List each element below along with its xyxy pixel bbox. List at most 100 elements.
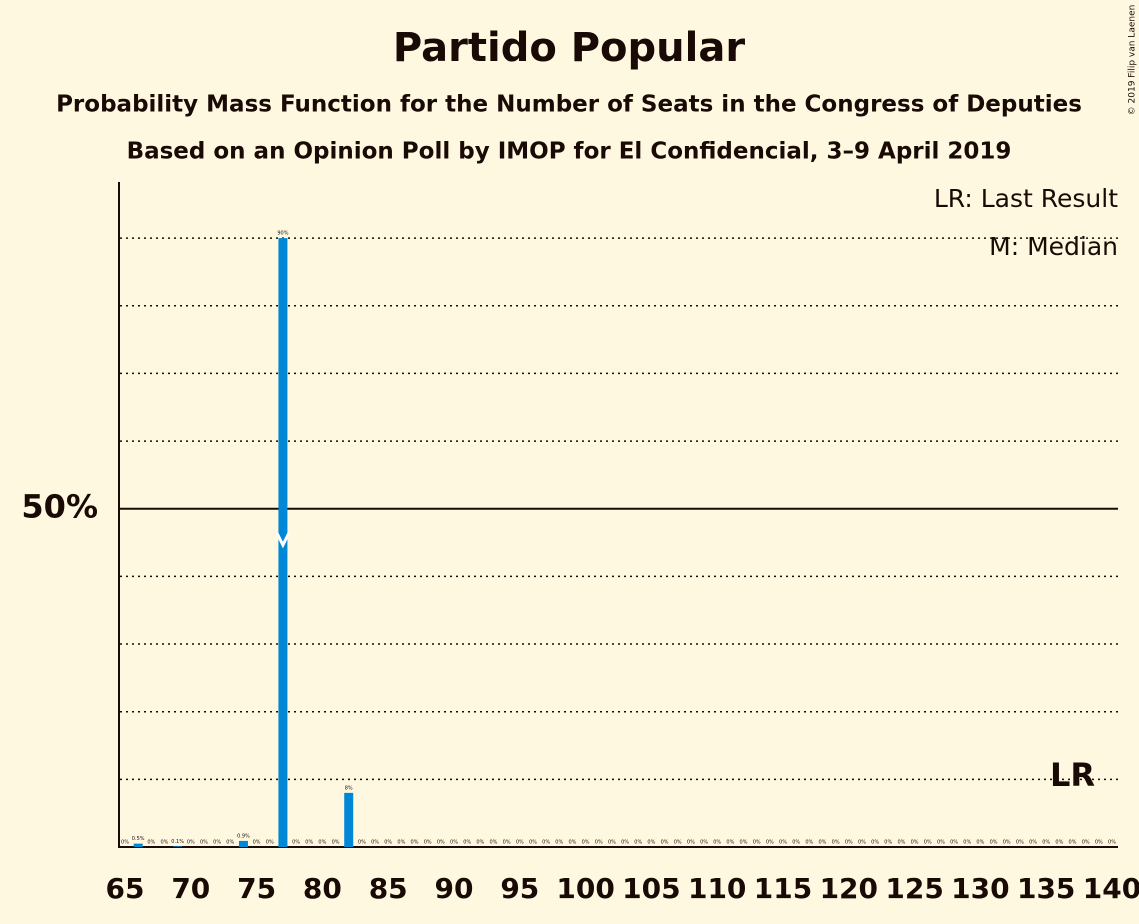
value-label: 0% — [187, 840, 195, 846]
bar — [133, 843, 143, 847]
x-tick-label: 125 — [885, 872, 943, 905]
value-label: 0% — [766, 840, 774, 846]
value-label: 0% — [503, 840, 511, 846]
value-label: 0% — [516, 840, 524, 846]
value-label: 0% — [1082, 840, 1090, 846]
value-label: 0.1% — [171, 839, 184, 845]
value-label: 0% — [437, 840, 445, 846]
value-label: 0% — [700, 840, 708, 846]
chart-title: Partido Popular — [393, 25, 745, 71]
value-label: 0% — [582, 840, 590, 846]
value-label: 0% — [397, 840, 405, 846]
value-label: 0% — [121, 840, 129, 846]
value-label: 0% — [463, 840, 471, 846]
value-label: 0.5% — [132, 836, 145, 842]
value-label: 0% — [674, 840, 682, 846]
x-tick-label: 110 — [688, 872, 746, 905]
value-label: 0% — [411, 840, 419, 846]
value-label: 0% — [832, 840, 840, 846]
value-label: 0% — [819, 840, 827, 846]
value-label: 0% — [358, 840, 366, 846]
value-label: 0% — [384, 840, 392, 846]
value-label: 0% — [713, 840, 721, 846]
value-label: 0% — [371, 840, 379, 846]
x-tick-label: 140 — [1083, 872, 1139, 905]
value-label: 90% — [277, 231, 288, 237]
value-label: 0% — [845, 840, 853, 846]
value-label: 0% — [424, 840, 432, 846]
value-label: 0% — [1108, 840, 1116, 846]
value-label: 0% — [292, 840, 300, 846]
value-label: 0% — [161, 840, 169, 846]
value-label: 0% — [950, 840, 958, 846]
value-label: 8% — [345, 785, 353, 791]
value-label: 0% — [568, 840, 576, 846]
value-label: 0% — [253, 840, 261, 846]
value-label: 0% — [858, 840, 866, 846]
x-tick-label: 85 — [369, 872, 408, 905]
value-label: 0% — [753, 840, 761, 846]
value-label: 0% — [911, 840, 919, 846]
x-tick-label: 95 — [500, 872, 539, 905]
bar — [238, 840, 248, 847]
value-label: 0% — [266, 840, 274, 846]
bar — [344, 792, 354, 847]
last-result-marker: LR — [1050, 756, 1095, 794]
legend-entry: LR: Last Result — [934, 184, 1118, 213]
value-label: 0% — [147, 840, 155, 846]
value-label: 0% — [792, 840, 800, 846]
legend-entry: M: Median — [989, 232, 1118, 261]
value-label: 0% — [1029, 840, 1037, 846]
x-tick-label: 70 — [171, 872, 210, 905]
value-label: 0% — [647, 840, 655, 846]
value-label: 0% — [976, 840, 984, 846]
value-label: 0% — [924, 840, 932, 846]
value-label: 0% — [990, 840, 998, 846]
copyright: © 2019 Filip van Laenen — [1128, 5, 1138, 116]
value-label: 0% — [318, 840, 326, 846]
value-label: 0% — [805, 840, 813, 846]
value-label: 0% — [661, 840, 669, 846]
value-label: 0% — [305, 840, 313, 846]
value-label: 0% — [1016, 840, 1024, 846]
value-label: 0% — [1055, 840, 1063, 846]
x-tick-label: 120 — [820, 872, 878, 905]
x-tick-label: 65 — [106, 872, 145, 905]
value-label: 0% — [726, 840, 734, 846]
bar — [173, 846, 183, 847]
value-label: 0.9% — [237, 833, 250, 839]
x-tick-label: 90 — [435, 872, 474, 905]
x-tick-label: 130 — [951, 872, 1009, 905]
value-label: 0% — [1069, 840, 1077, 846]
value-label: 0% — [608, 840, 616, 846]
value-label: 0% — [687, 840, 695, 846]
value-label: 0% — [476, 840, 484, 846]
value-label: 0% — [450, 840, 458, 846]
value-label: 0% — [884, 840, 892, 846]
x-tick-label: 135 — [1017, 872, 1075, 905]
chart-subtitle: Probability Mass Function for the Number… — [56, 92, 1082, 118]
x-tick-label: 100 — [556, 872, 614, 905]
value-label: 0% — [634, 840, 642, 846]
x-tick-label: 75 — [237, 872, 276, 905]
value-label: 0% — [1042, 840, 1050, 846]
value-label: 0% — [1003, 840, 1011, 846]
value-label: 0% — [937, 840, 945, 846]
value-label: 0% — [226, 840, 234, 846]
value-label: 0% — [897, 840, 905, 846]
value-label: 0% — [332, 840, 340, 846]
value-label: 0% — [963, 840, 971, 846]
value-label: 0% — [490, 840, 498, 846]
value-label: 0% — [595, 840, 603, 846]
value-label: 0% — [871, 840, 879, 846]
value-label: 0% — [200, 840, 208, 846]
x-tick-label: 105 — [622, 872, 680, 905]
x-tick-label: 115 — [754, 872, 812, 905]
value-label: 0% — [529, 840, 537, 846]
x-tick-label: 80 — [303, 872, 342, 905]
value-label: 0% — [621, 840, 629, 846]
value-label: 0% — [740, 840, 748, 846]
